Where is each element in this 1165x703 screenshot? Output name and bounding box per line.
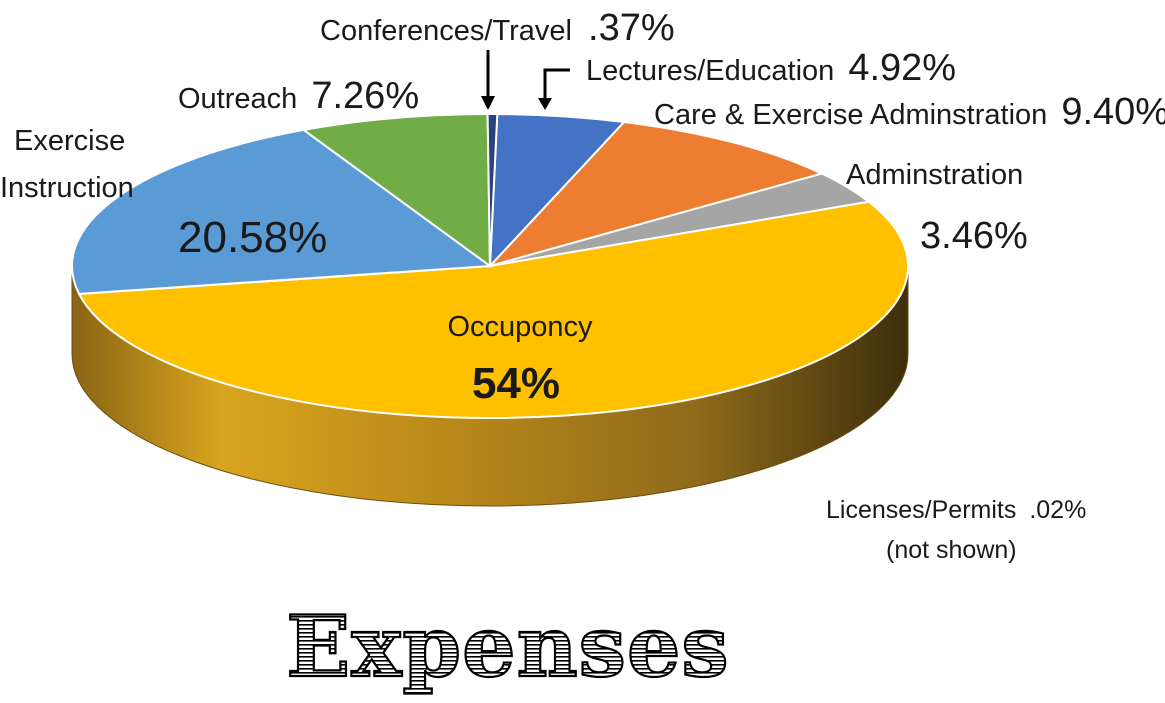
outreach-label: Outreach 7.26% <box>178 75 419 117</box>
licenses-name: Licenses/Permits <box>826 496 1016 524</box>
pie-slice-outreach <box>301 113 492 268</box>
conferences-label: Conferences/Travel .37% <box>320 7 675 49</box>
conferences-percent: .37% <box>588 7 675 49</box>
exercise-percent: 20.58% <box>178 213 327 262</box>
pie-slice-care-exercise-adminstration <box>486 120 825 268</box>
exercise-name-line2: Instruction <box>0 172 134 204</box>
pie-slices <box>71 113 909 419</box>
admin-percent: 3.46% <box>920 215 1028 257</box>
leader-arrows <box>481 50 570 110</box>
outreach-name: Outreach <box>178 83 297 115</box>
conferences-arrow-head <box>481 96 495 110</box>
lectures-arrow-line <box>543 68 570 100</box>
care-admin-name: Care & Exercise Adminstration <box>654 99 1047 131</box>
chart-title: Expenses <box>286 597 729 696</box>
lectures-label: Lectures/Education 4.92% <box>586 47 956 89</box>
admin-name: Adminstration <box>846 159 1023 191</box>
occupancy-percent: 54% <box>472 359 560 408</box>
care-admin-percent: 9.40% <box>1061 91 1165 133</box>
licenses-note: (not shown) <box>886 536 1017 564</box>
licenses-percent: .02% <box>1029 496 1086 524</box>
outreach-percent: 7.26% <box>311 75 419 117</box>
pie-slice-exercise-instruction <box>71 128 493 295</box>
occupancy-name: Occuponcy <box>447 311 593 343</box>
pie-slice-conferences-travel <box>486 113 499 267</box>
conferences-name: Conferences/Travel <box>320 15 572 47</box>
lectures-percent: 4.92% <box>848 47 956 89</box>
pie-slice-occuponcy <box>77 200 909 419</box>
care-admin-label: Care & Exercise Adminstration 9.40% <box>654 91 1165 133</box>
exercise-name-line1: Exercise <box>14 125 125 157</box>
lectures-name: Lectures/Education <box>586 55 834 87</box>
lectures-arrow-head <box>538 98 552 110</box>
licenses-label: Licenses/Permits .02% <box>826 496 1086 524</box>
